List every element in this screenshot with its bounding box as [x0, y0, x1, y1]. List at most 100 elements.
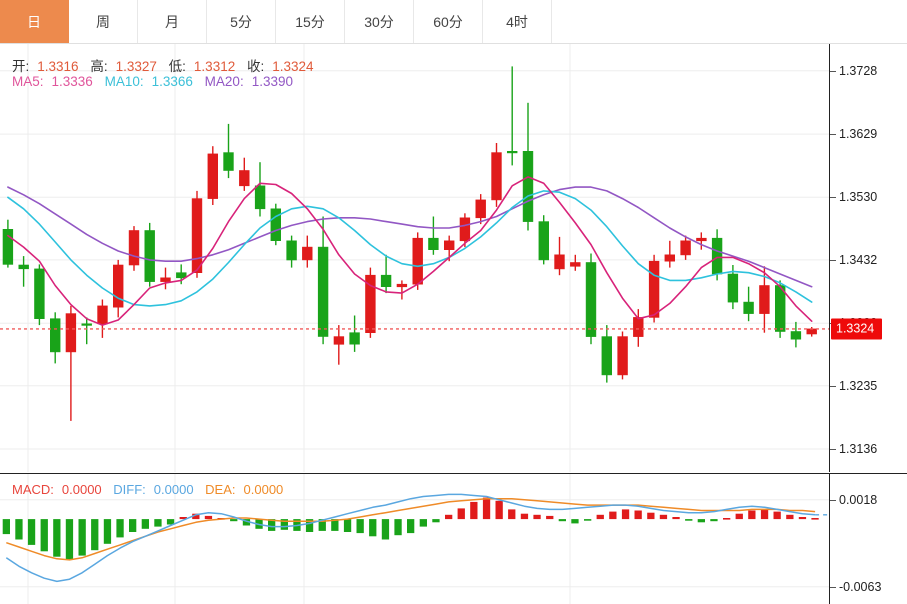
candle-32: [506, 151, 518, 154]
macd-bar-50: [634, 510, 642, 520]
tab-label: 4时: [506, 13, 528, 30]
macd-bar-5: [65, 519, 74, 560]
candle-1: [18, 264, 29, 270]
tab-label: 60分: [433, 13, 463, 30]
tab-period-7[interactable]: 4时: [483, 0, 552, 43]
macd-bar-57: [723, 518, 731, 520]
candle-14: [223, 152, 234, 171]
macd-bar-1: [15, 519, 23, 540]
macd-bar-52: [659, 514, 668, 520]
candle-31: [491, 152, 502, 201]
tab-bar-filler: [552, 0, 907, 43]
macd-bar-4: [53, 519, 61, 557]
macd-bar-42: [533, 514, 541, 520]
macd-bar-34: [432, 519, 440, 523]
macd-bar-0: [2, 519, 11, 535]
macd-axis-label: 0.0018: [839, 492, 878, 507]
macd-bar-19: [242, 519, 251, 526]
macd-bar-53: [672, 517, 680, 520]
current-price-badge[interactable]: 1.3324: [831, 318, 883, 340]
macd-bar-26: [331, 519, 339, 531]
candle-29: [459, 217, 471, 242]
macd-bar-63: [798, 517, 807, 520]
tab-label: 15分: [295, 13, 325, 30]
macd-bar-58: [735, 513, 743, 520]
macd-bar-51: [647, 512, 655, 520]
candle-0: [2, 229, 14, 265]
candle-45: [711, 237, 723, 275]
macd-bar-40: [508, 509, 516, 520]
tab-period-3[interactable]: 5分: [207, 0, 276, 43]
price-axis-label: 1.3728: [839, 63, 878, 78]
candle-6: [97, 305, 108, 325]
price-axis-label: 1.3136: [839, 442, 878, 456]
macd-bar-60: [760, 509, 769, 520]
candle-16: [254, 185, 266, 210]
macd-bar-62: [786, 514, 794, 520]
macd-bar-55: [697, 519, 705, 523]
candle-44: [696, 237, 707, 242]
macd-bar-14: [179, 517, 187, 520]
candle-8: [128, 230, 140, 266]
price-axis: 1.37281.36291.35301.34321.33331.32351.31…: [829, 44, 907, 472]
price-axis-label: 1.3432: [839, 252, 878, 267]
macd-bar-12: [154, 519, 162, 527]
candle-15: [239, 170, 250, 187]
candle-11: [176, 272, 187, 279]
candle-50: [790, 331, 802, 340]
candle-17: [270, 208, 281, 242]
macd-tick: [830, 499, 836, 501]
macd-bar-7: [91, 519, 99, 551]
candle-5: [81, 323, 92, 326]
macd-bar-28: [356, 519, 364, 534]
candle-43: [680, 240, 691, 256]
candle-40: [633, 317, 644, 337]
candle-19: [302, 246, 313, 261]
tab-period-2[interactable]: 月: [138, 0, 207, 43]
candle-49: [774, 285, 786, 332]
macd-bar-37: [470, 501, 478, 520]
tab-period-1[interactable]: 周: [69, 0, 138, 43]
tab-active-period-0[interactable]: 日: [0, 0, 69, 43]
macd-bar-21: [268, 519, 276, 531]
candle-33: [522, 151, 534, 222]
candle-34: [538, 221, 550, 261]
macd-bar-36: [457, 508, 465, 520]
period-tab-bar: 日 周 月 5分 15分 30分 60分 4时: [0, 0, 907, 44]
tab-period-6[interactable]: 60分: [414, 0, 483, 43]
candle-41: [648, 260, 660, 318]
candle-3: [49, 318, 61, 353]
macd-bar-43: [546, 515, 554, 520]
candle-4: [65, 313, 77, 353]
macd-bar-54: [685, 519, 693, 521]
candle-30: [475, 199, 486, 219]
candle-24: [380, 274, 392, 287]
candle-22: [349, 332, 360, 345]
macd-bar-13: [166, 519, 175, 525]
candle-37: [585, 262, 597, 337]
macd-bar-61: [773, 511, 781, 520]
candle-35: [554, 254, 565, 270]
candle-36: [570, 262, 581, 267]
macd-bar-24: [305, 519, 314, 532]
macd-bar-3: [40, 519, 48, 552]
candle-25: [396, 283, 408, 288]
price-axis-label: 1.3235: [839, 378, 878, 393]
tab-period-4[interactable]: 15分: [276, 0, 345, 43]
macd-bar-22: [280, 519, 288, 530]
macd-bar-44: [558, 519, 566, 522]
candle-7: [113, 264, 124, 308]
candle-46: [727, 273, 739, 303]
tab-period-5[interactable]: 30分: [345, 0, 414, 43]
candle-28: [443, 240, 455, 251]
macd-plot-area[interactable]: [0, 474, 829, 604]
price-plot-area[interactable]: [0, 44, 829, 472]
tab-label: 30分: [364, 13, 394, 30]
macd-axis: 0.0018 -0.0063: [829, 474, 907, 604]
tab-label: 5分: [230, 13, 252, 30]
macd-bar-59: [748, 510, 756, 520]
macd-bar-16: [204, 515, 213, 520]
macd-bar-11: [141, 519, 149, 529]
price-tick: [830, 385, 836, 387]
